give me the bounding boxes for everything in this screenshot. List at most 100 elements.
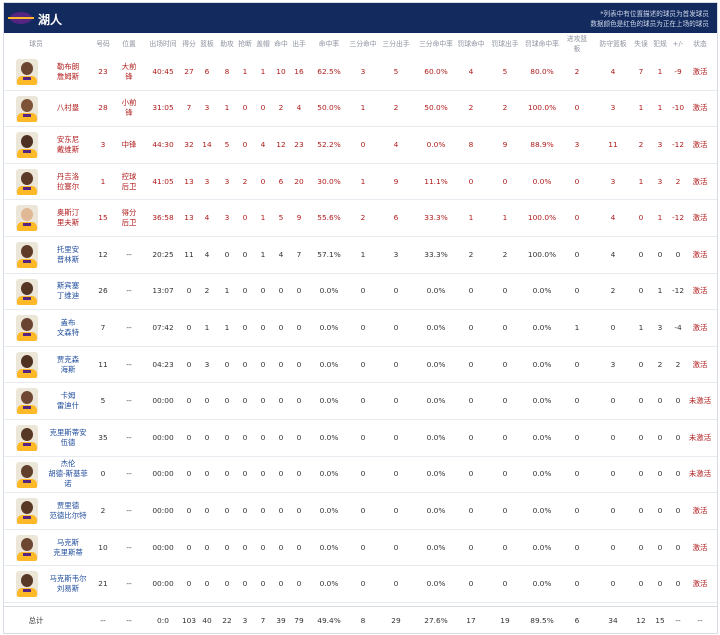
note-oncourt: 数据颜色是红色的球员为正在上场的球员 <box>590 20 709 28</box>
table-row[interactable]: 奥斯汀 里夫斯 15 得分后卫 36:58 13 4 3 0 1 5 9 55.6% 2 6 33.3% 1 1… <box>4 200 717 237</box>
table-row[interactable]: 贾克森 海斯 11 -- 04:23 0 3 0 0 0 0 0 0.0% 0 0 0.0% 0 0 0.0% 0 3… <box>4 347 717 384</box>
player-name-link[interactable]: 卡姆 雷迪什 <box>56 391 80 411</box>
stat-turnovers: 0 <box>638 213 644 223</box>
table-row[interactable]: 斯宾塞 丁维迪 26 -- 13:07 0 2 1 0 0 0 0 0.0% 0 0 0.0% 0 0 0.0% 0… <box>4 274 717 311</box>
column-header-oreb: 进攻篮板 <box>566 35 588 53</box>
stat-fta: 0 <box>502 286 508 296</box>
jersey-number: 23 <box>98 66 108 76</box>
stat-oreb: 0 <box>574 176 580 186</box>
stat-fgm: 0 <box>278 396 284 406</box>
jersey-icon <box>17 295 37 305</box>
stat-fg-pct: 52.2% <box>317 139 341 149</box>
column-header-dreb: 防守篮板 <box>599 40 627 48</box>
stat-steals: 0 <box>242 359 248 369</box>
stat-ft-pct: 0.0% <box>532 396 552 406</box>
stat-plus-minus: 0 <box>675 579 681 589</box>
player-headshot-icon <box>21 245 33 258</box>
stat-3pm: 0 <box>360 505 366 515</box>
stat-rebounds: 3 <box>204 176 210 186</box>
stat-minutes: 07:42 <box>152 322 174 332</box>
stat-dreb: 4 <box>610 249 616 259</box>
table-row[interactable]: 贾里德 范德比尔特 2 -- 00:00 0 0 0 0 0 0 0 0.0% 0 0 0.0% 0 0 0.0%… <box>4 493 717 530</box>
jersey-icon <box>17 149 37 159</box>
jersey-number: 7 <box>100 322 106 332</box>
table-row[interactable]: 马克斯 克里斯蒂 10 -- 00:00 0 0 0 0 0 0 0 0.0% 0 0 0.0% 0 0 0.0%… <box>4 530 717 567</box>
table-row[interactable]: 卡姆 雷迪什 5 -- 00:00 0 0 0 0 0 0 0 0.0% 0 0 0.0% 0 0 0.0% 0 0 0… <box>4 383 717 420</box>
stat-ft-pct: 100.0% <box>527 249 557 259</box>
player-headshot-icon <box>21 428 33 441</box>
column-header-position: 位置 <box>122 40 136 48</box>
stat-fgm: 4 <box>278 249 284 259</box>
player-name-link[interactable]: 杰伦 胡德-斯基菲 诺 <box>48 459 88 489</box>
stat-fga: 0 <box>296 469 302 479</box>
jersey-number: 35 <box>98 432 108 442</box>
player-name-link[interactable]: 马克斯韦尔 刘易斯 <box>49 574 87 594</box>
table-row[interactable]: 马克斯韦尔 刘易斯 21 -- 00:00 0 0 0 0 0 0 0 0.0% 0 0 0.0% 0 0 0.0… <box>4 566 717 603</box>
stat-fta: 0 <box>502 359 508 369</box>
player-headshot-icon <box>21 171 33 185</box>
stat-oreb: 0 <box>574 213 580 223</box>
stat-minutes: 40:45 <box>152 66 174 76</box>
column-header-blocks: 盖帽 <box>256 40 270 48</box>
column-header-assists: 助攻 <box>220 40 234 48</box>
jersey-number: 3 <box>100 139 106 149</box>
player-name-link[interactable]: 托里安 普林斯 <box>56 244 80 264</box>
jersey-icon <box>17 515 37 525</box>
player-name-link[interactable]: 奥斯汀 里夫斯 <box>56 208 80 228</box>
stat-fga: 0 <box>296 396 302 406</box>
column-header-row: 球员 号码 位置 出场时间 得分 篮板 助攻 抢断 盖帽 命中 出手 命中率 三分命中 三分出手 三分命中率… <box>4 34 717 54</box>
stat-turnovers: 2 <box>638 139 644 149</box>
stat-dreb: 2 <box>610 286 616 296</box>
player-avatar <box>16 278 38 305</box>
player-name-link[interactable]: 丹吉洛 拉塞尔 <box>56 171 80 191</box>
stat-ft-pct: 0.0% <box>532 176 552 186</box>
jersey-number: 1 <box>100 176 106 186</box>
stat-3pm: 0 <box>360 139 366 149</box>
stat-3pa: 0 <box>393 359 399 369</box>
player-name-link[interactable]: 安东尼 戴维斯 <box>56 134 80 154</box>
stat-points: 13 <box>184 176 194 186</box>
stat-assists: 5 <box>224 139 230 149</box>
jersey-icon <box>17 112 37 122</box>
column-header-rebounds: 篮板 <box>200 40 214 48</box>
player-name-link[interactable]: 八村塁 <box>56 103 80 113</box>
stat-fouls: 0 <box>657 505 663 515</box>
stat-3p-pct: 11.1% <box>424 176 448 186</box>
stat-fta: 0 <box>502 176 508 186</box>
jersey-trim <box>23 479 31 483</box>
total-dreb: 34 <box>608 615 618 625</box>
player-name-link[interactable]: 斯宾塞 丁维迪 <box>56 281 80 301</box>
stat-fgm: 0 <box>278 505 284 515</box>
player-avatar <box>16 351 38 378</box>
player-name-link[interactable]: 贾里德 范德比尔特 <box>49 500 87 520</box>
stat-fgm: 10 <box>276 66 286 76</box>
stat-ftm: 0 <box>468 432 474 442</box>
stat-3p-pct: 60.0% <box>424 66 448 76</box>
table-row[interactable]: 克里斯蒂安 伍德 35 -- 00:00 0 0 0 0 0 0 0 0.0% 0 0 0.0% 0 0 0.0%… <box>4 420 717 457</box>
table-row[interactable]: 丹吉洛 拉塞尔 1 控球后卫 41:05 13 3 3 2 0 6 20 30.0% 1 9 11.1% 0 0… <box>4 164 717 201</box>
total-ft-pct: 89.5% <box>530 615 554 625</box>
table-row[interactable]: 勒布朗 詹姆斯 23 大前锋 40:45 27 6 8 1 1 10 16 62.5% 3 5 60.0% 4… <box>4 54 717 91</box>
player-name-link[interactable]: 贾克森 海斯 <box>56 354 80 374</box>
table-row[interactable]: 安东尼 戴维斯 3 中锋 44:30 32 14 5 0 4 12 23 52.2% 0 4 0.0% 8 9 8… <box>4 127 717 164</box>
jersey-trim <box>23 113 31 117</box>
stat-fg-pct: 0.0% <box>319 359 339 369</box>
stat-assists: 1 <box>224 103 230 113</box>
table-row[interactable]: 杰伦 胡德-斯基菲 诺 0 -- 00:00 0 0 0 0 0 0 0 0.0% 0 0 0.0% 0 0 0.… <box>4 457 717 494</box>
player-name-link[interactable]: 克里斯蒂安 伍德 <box>49 427 87 447</box>
table-row[interactable]: 八村塁 28 小前锋 31:05 7 3 1 0 0 2 4 50.0% 1 2 50.0% 2 2 100.0%… <box>4 91 717 128</box>
total-fg-pct: 49.4% <box>317 615 341 625</box>
player-name-link[interactable]: 马克斯 克里斯蒂 <box>53 537 83 557</box>
position: -- <box>126 249 132 259</box>
stat-3p-pct: 0.0% <box>426 322 446 332</box>
player-name-link[interactable]: 盖布 文森特 <box>56 317 80 337</box>
stat-3pa: 9 <box>393 176 399 186</box>
stat-fta: 0 <box>502 322 508 332</box>
table-row[interactable]: 托里安 普林斯 12 -- 20:25 11 4 0 0 1 4 7 57.1% 1 3 33.3% 2 2 10… <box>4 237 717 274</box>
jersey-icon <box>17 332 37 342</box>
table-row[interactable]: 盖布 文森特 7 -- 07:42 0 1 1 0 0 0 0 0.0% 0 0 0.0% 0 0 0.0% 1 0 1… <box>4 310 717 347</box>
stat-fouls: 1 <box>657 213 663 223</box>
player-name-link[interactable]: 勒布朗 詹姆斯 <box>56 61 80 81</box>
stat-blocks: 0 <box>260 542 266 552</box>
stat-dreb: 0 <box>610 469 616 479</box>
